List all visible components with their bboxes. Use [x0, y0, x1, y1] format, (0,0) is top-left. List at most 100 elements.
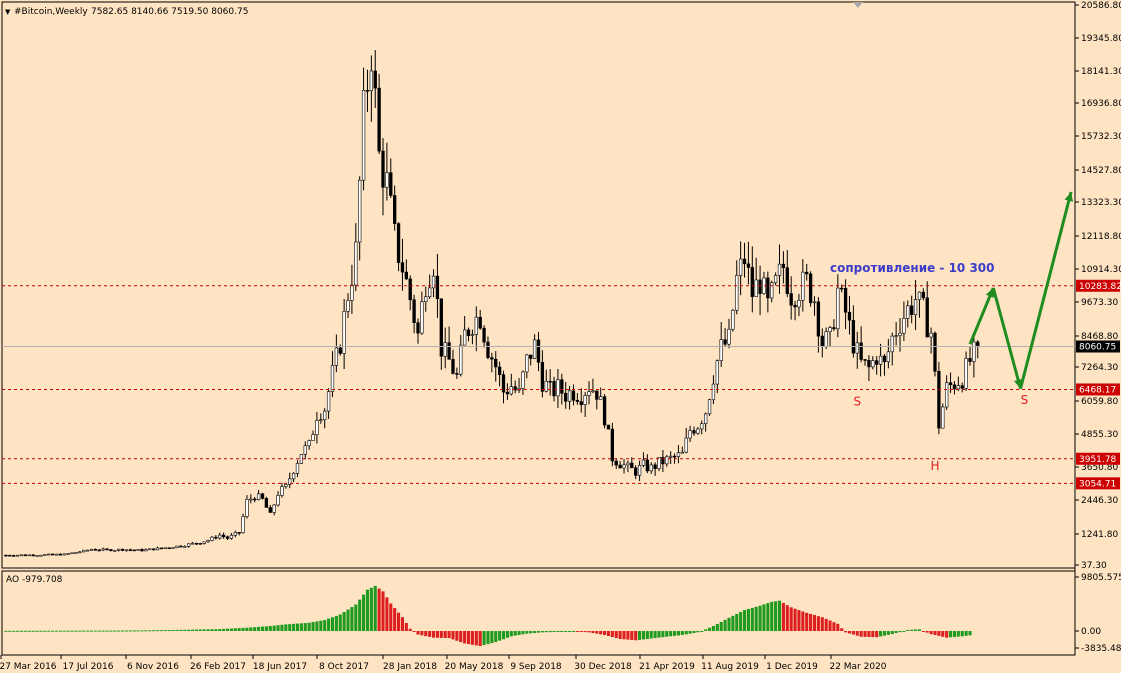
- ao-bar: [159, 630, 163, 632]
- ao-bar: [894, 631, 898, 634]
- candle: [385, 172, 389, 188]
- ao-bar: [669, 631, 673, 637]
- ao-bar: [711, 626, 715, 631]
- ao-bar: [529, 631, 533, 634]
- candle: [420, 301, 424, 334]
- candle: [163, 547, 167, 550]
- candle: [571, 390, 576, 401]
- ao-bar: [820, 617, 824, 631]
- candle: [323, 410, 327, 420]
- ao-bar: [362, 594, 366, 631]
- candle: [307, 440, 311, 447]
- candle: [525, 354, 529, 373]
- ao-bar: [431, 631, 436, 638]
- candle: [218, 534, 222, 539]
- x-tick-label: 11 Aug 2019: [701, 662, 759, 672]
- x-tick-label: 18 Jun 2017: [253, 662, 307, 672]
- candle: [567, 390, 572, 402]
- candle: [750, 267, 754, 297]
- head-label: H: [930, 459, 939, 473]
- candle: [925, 297, 929, 338]
- ao-bar: [575, 631, 579, 632]
- candle: [665, 456, 669, 465]
- ao-y-tick-label: -3835.489: [1081, 644, 1121, 654]
- ao-bar: [801, 611, 805, 631]
- ao-bar: [758, 605, 762, 631]
- candle: [148, 548, 152, 551]
- ao-bar: [264, 626, 268, 631]
- candle: [194, 542, 199, 545]
- ao-bar: [591, 631, 595, 633]
- candle: [723, 339, 727, 345]
- x-tick-label: 17 Jul 2016: [63, 662, 114, 672]
- ao-bar: [124, 630, 129, 632]
- ao-bar: [311, 622, 315, 631]
- ao-bar: [948, 631, 953, 638]
- ao-bar: [198, 629, 202, 631]
- ao-bar: [851, 631, 855, 635]
- ao-bar: [661, 631, 665, 638]
- ao-bar: [672, 631, 677, 636]
- ao-bar: [377, 588, 381, 631]
- ao-bar: [470, 631, 474, 645]
- candle: [171, 547, 175, 549]
- ao-bar: [486, 631, 490, 645]
- y-tick-label: 7264.30: [1081, 363, 1118, 373]
- ao-bar: [540, 631, 544, 633]
- ao-bar: [249, 627, 253, 631]
- y-tick-label: 10914.30: [1081, 265, 1121, 275]
- ao-bar: [39, 630, 43, 632]
- ao-bar: [299, 623, 303, 631]
- ao-bar: [952, 631, 956, 637]
- chart-shift-marker[interactable]: [853, 2, 863, 8]
- ao-bar: [812, 615, 817, 631]
- x-tick-label: 1 Dec 2019: [766, 662, 818, 672]
- ao-bar: [688, 631, 692, 634]
- candle: [221, 534, 226, 538]
- resistance-annotation: сопротивление - 10 300: [830, 261, 994, 275]
- ao-bar: [742, 610, 747, 631]
- ao-bar: [155, 630, 160, 632]
- candle: [886, 351, 891, 363]
- candle: [291, 473, 296, 480]
- ao-bar: [964, 631, 968, 636]
- ao-bar: [229, 628, 233, 631]
- candle: [256, 493, 261, 500]
- candle: [470, 334, 475, 336]
- ao-bar: [696, 631, 700, 633]
- candle: [85, 549, 90, 552]
- ao-bar: [777, 600, 782, 631]
- ao-bar: [439, 631, 443, 638]
- projection-arrow-segment: [991, 287, 1022, 389]
- candle: [948, 382, 953, 386]
- candle: [894, 335, 898, 337]
- candle: [431, 275, 436, 289]
- candle: [66, 553, 70, 555]
- candle: [377, 87, 381, 152]
- ao-bar: [715, 623, 719, 631]
- candle: [851, 319, 856, 354]
- ao-bar: [680, 631, 684, 635]
- ao-bar: [552, 631, 556, 632]
- ao-bar: [222, 628, 226, 631]
- candle: [875, 360, 879, 365]
- ao-bar: [544, 631, 548, 633]
- candle: [319, 419, 323, 421]
- current-price-tag: [1076, 340, 1120, 353]
- ao-bar: [86, 630, 90, 632]
- symbol-label: #Bitcoin,Weekly: [14, 7, 88, 17]
- candle: [272, 504, 276, 513]
- candle: [637, 465, 642, 476]
- candle: [478, 316, 482, 329]
- ao-bar: [132, 630, 136, 632]
- ao-bar: [385, 597, 389, 631]
- x-tick-label: 6 Nov 2016: [127, 662, 179, 672]
- candle: [179, 545, 183, 548]
- ao-bar: [148, 630, 152, 632]
- ao-bar: [937, 631, 941, 636]
- ao-bar: [292, 623, 296, 631]
- ao-bar: [171, 629, 175, 631]
- candle: [31, 554, 35, 557]
